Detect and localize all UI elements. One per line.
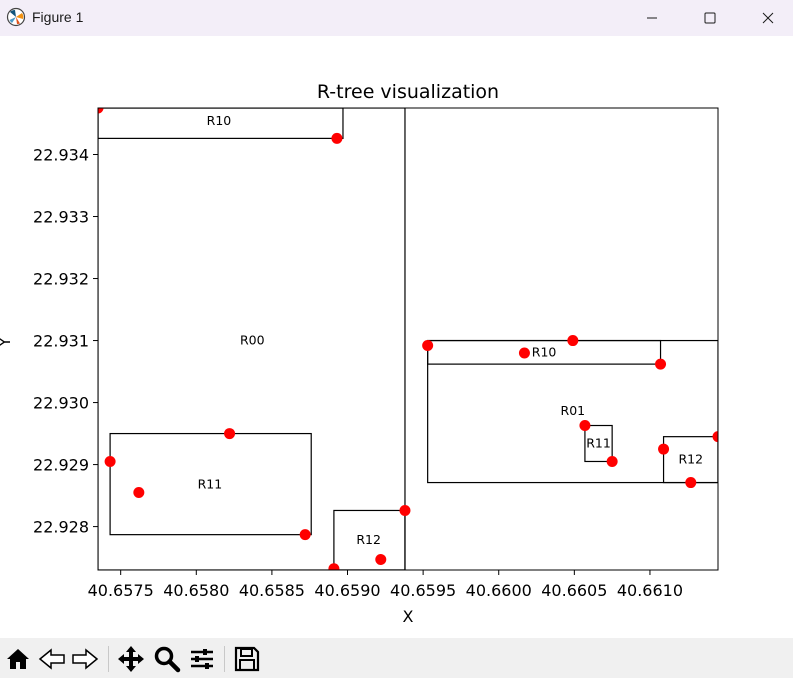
title-bar: Figure 1	[0, 0, 793, 36]
mbr-rect	[98, 108, 344, 139]
mbr-label: R10	[532, 344, 557, 359]
x-tick-label: 40.6585	[239, 581, 305, 600]
toolbar-separator	[224, 646, 225, 672]
forward-button[interactable]	[70, 644, 100, 674]
y-tick-label: 22.931	[33, 332, 89, 351]
mbr-rect	[584, 424, 613, 463]
back-button[interactable]	[37, 644, 67, 674]
save-button[interactable]	[232, 644, 262, 674]
y-tick-label: 22.929	[33, 456, 89, 475]
mbr-label: R00	[240, 333, 265, 348]
configure-subplots-button[interactable]	[187, 644, 217, 674]
x-tick-label: 40.6605	[541, 581, 607, 600]
data-point	[104, 455, 116, 467]
configure-subplots-icon	[191, 649, 213, 669]
rectangles-layer: R00 R10 R11 R12 R01 R10 R11 R12	[98, 108, 718, 570]
home-icon	[7, 649, 29, 669]
navigation-toolbar	[0, 638, 793, 678]
data-point	[655, 358, 667, 370]
mbr-rect	[109, 432, 312, 536]
mbr-label: R01	[561, 403, 586, 418]
chart-title: R-tree visualization	[317, 81, 499, 103]
data-point	[518, 347, 530, 359]
zoom-icon	[154, 646, 181, 673]
forward-icon	[72, 648, 99, 670]
pan-icon	[118, 646, 144, 672]
data-point	[399, 504, 411, 516]
home-button[interactable]	[3, 644, 33, 674]
data-point	[606, 455, 618, 467]
y-axis-label: Y	[0, 337, 14, 348]
x-axis-label: X	[403, 607, 414, 626]
mbr-label: R12	[678, 452, 703, 467]
x-tick-label: 40.6600	[466, 581, 532, 600]
x-tick-label: 40.6590	[314, 581, 380, 600]
rtree-chart: R-tree visualization X Y R00 R10 R11 R12 R01…	[0, 81, 719, 626]
matplotlib-logo-icon	[6, 7, 26, 27]
mbr-rect	[427, 339, 662, 365]
y-tick-label: 22.932	[33, 270, 89, 289]
y-tick-label: 22.934	[33, 146, 89, 165]
minimize-icon	[647, 17, 657, 19]
x-tick-label: 40.6610	[617, 581, 683, 600]
points-layer	[98, 108, 718, 570]
mbr-label: R12	[356, 532, 381, 547]
maximize-icon	[704, 12, 716, 24]
x-tick-label: 40.6580	[163, 581, 229, 600]
x-tick-label: 40.6595	[390, 581, 456, 600]
data-point	[331, 132, 343, 144]
mbr-label: R11	[586, 435, 611, 450]
data-point	[567, 335, 579, 347]
data-point	[299, 529, 311, 541]
y-tick-label: 22.930	[33, 394, 89, 413]
window-title: Figure 1	[32, 9, 84, 25]
data-point	[712, 431, 718, 443]
figure-canvas[interactable]: R-tree visualization X Y R00 R10 R11 R12 R01…	[0, 36, 793, 638]
plot-frame	[97, 107, 719, 571]
back-icon	[38, 648, 65, 670]
data-point	[98, 108, 104, 114]
minimize-button[interactable]	[623, 0, 681, 36]
close-button[interactable]	[739, 0, 793, 36]
data-point	[422, 340, 434, 352]
data-point	[224, 428, 236, 440]
x-tick-label: 40.6575	[88, 581, 154, 600]
mbr-rect	[98, 108, 406, 570]
mbr-label: R11	[198, 476, 223, 491]
y-tick-label: 22.928	[33, 518, 89, 537]
data-point	[579, 420, 591, 432]
mbr-label: R10	[207, 113, 232, 128]
data-point	[328, 563, 340, 570]
pan-button[interactable]	[116, 644, 146, 674]
zoom-button[interactable]	[152, 644, 182, 674]
maximize-button[interactable]	[681, 0, 739, 36]
data-point	[685, 477, 697, 489]
data-point	[375, 553, 387, 565]
close-icon	[762, 12, 774, 24]
toolbar-separator	[108, 646, 109, 672]
ticks-layer: 40.6575 40.6580 40.6585 40.6590 40.6595 40.66…	[33, 146, 683, 600]
data-point	[133, 486, 145, 498]
data-point	[658, 443, 670, 455]
save-icon	[234, 646, 260, 672]
y-tick-label: 22.933	[33, 208, 89, 227]
